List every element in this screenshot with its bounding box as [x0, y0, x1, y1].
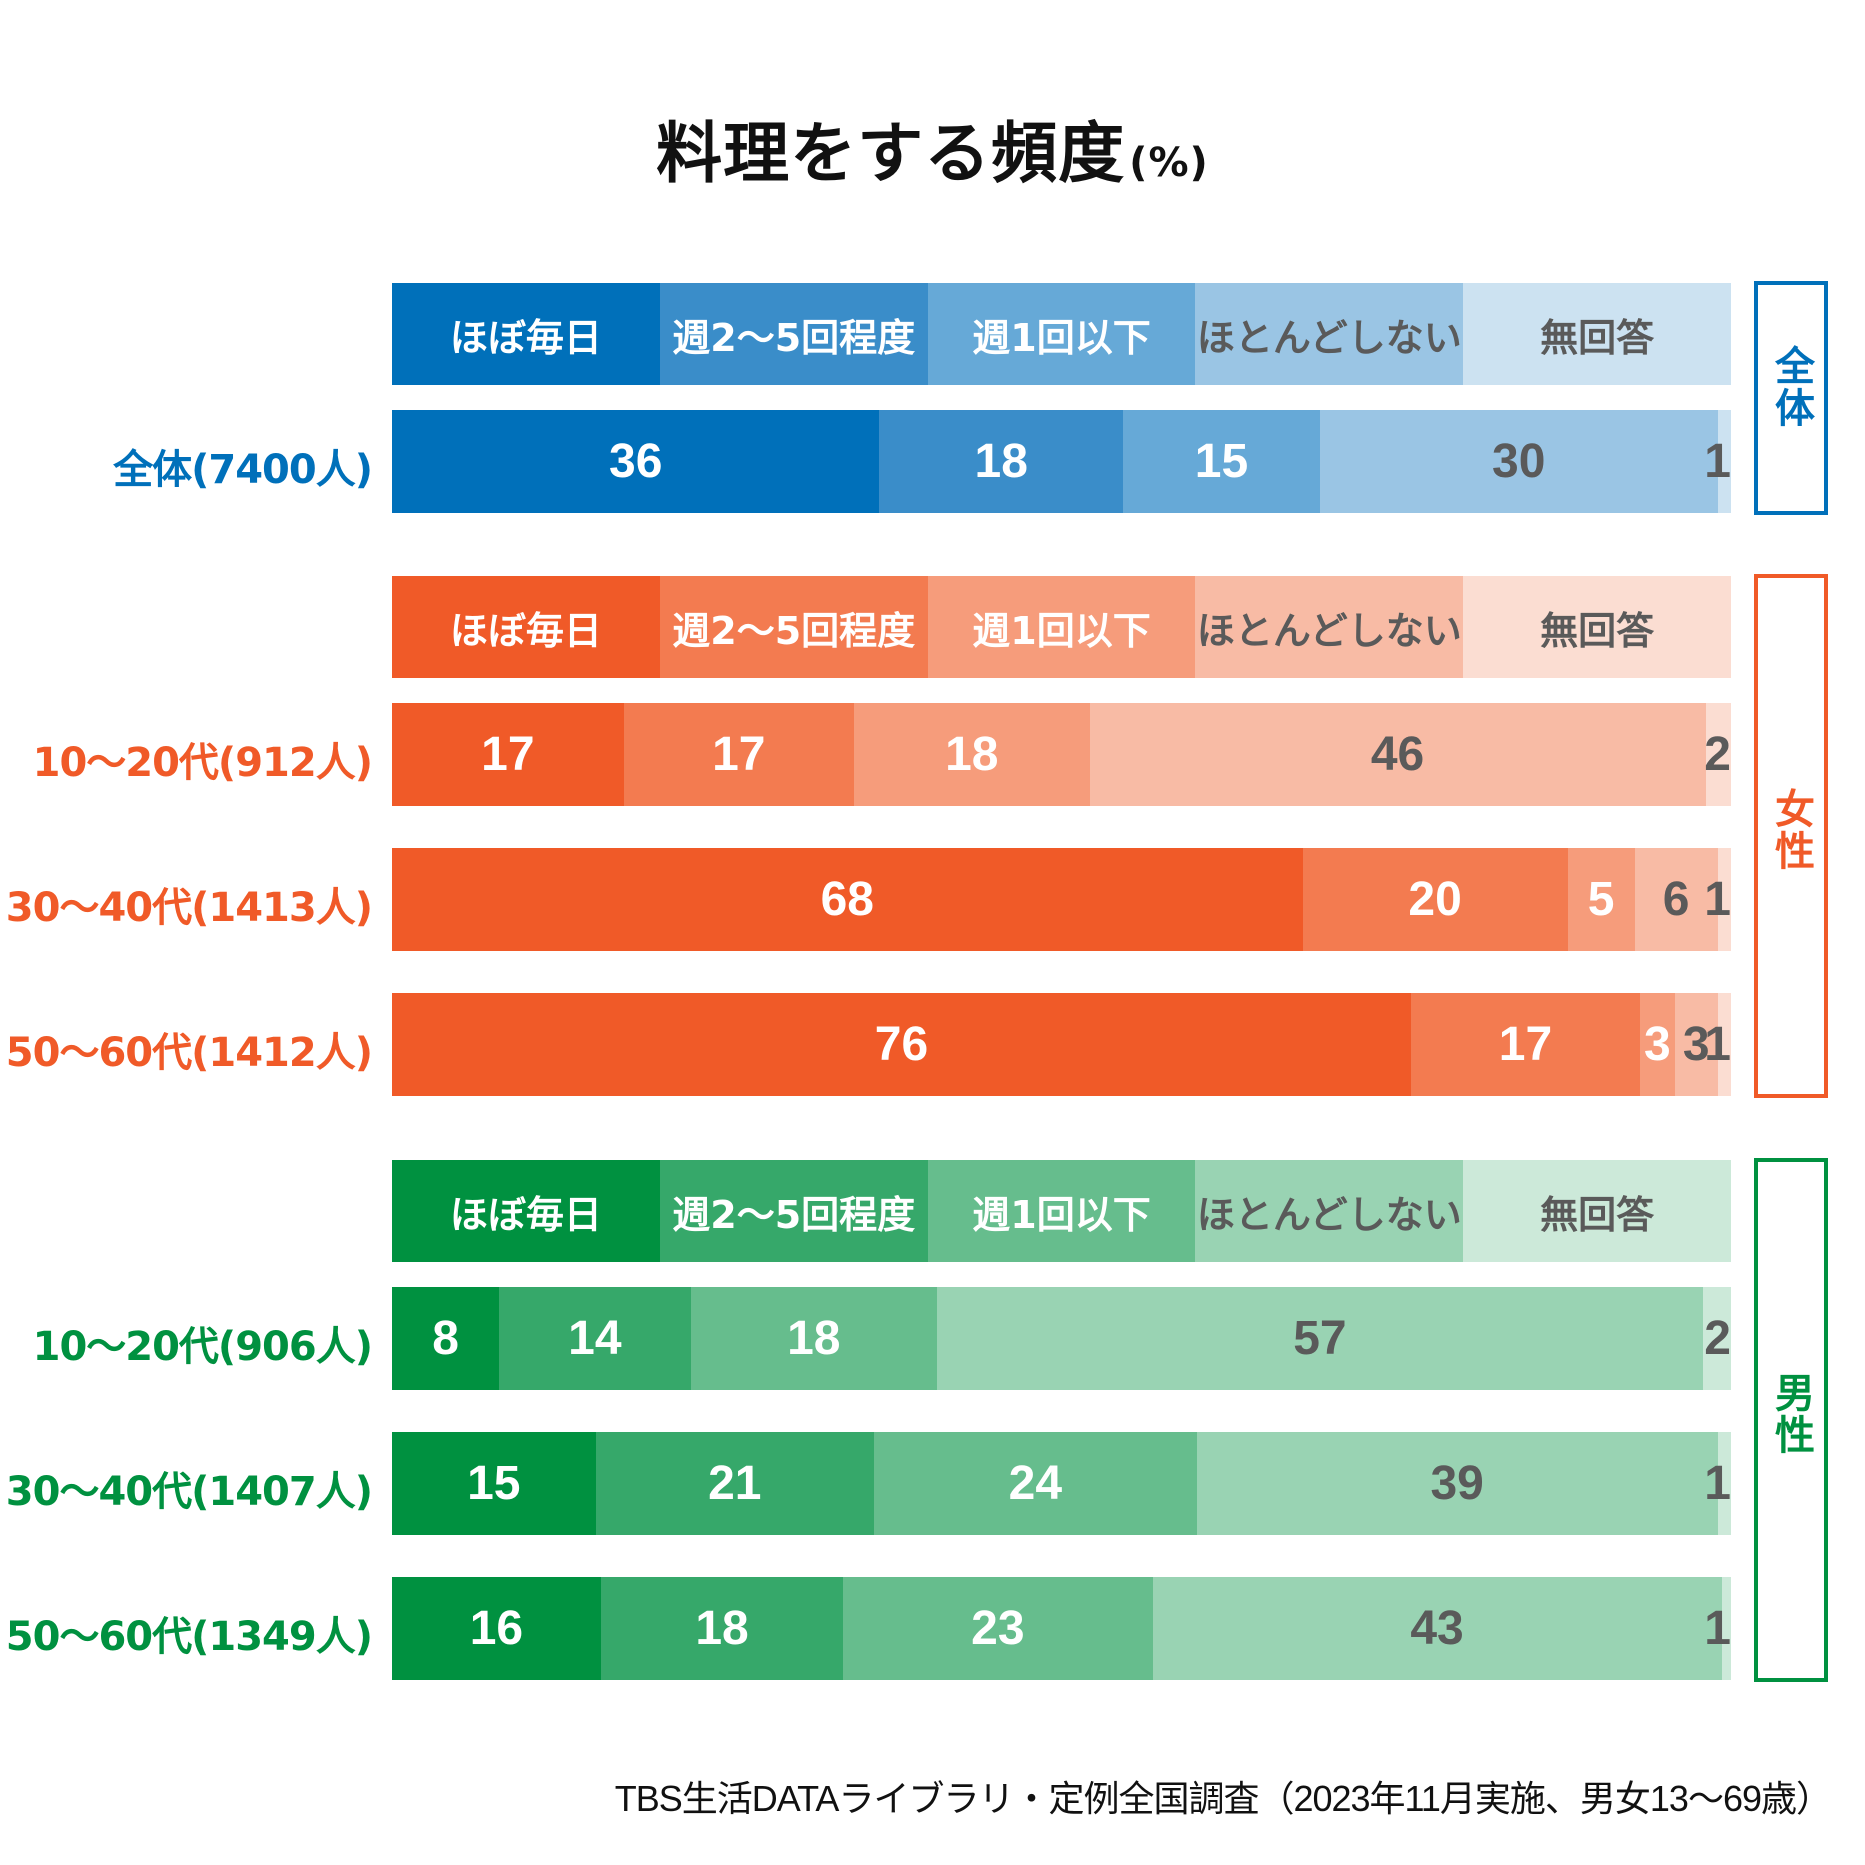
legend-male: ほぼ毎日 週2〜5回程度 週1回以下 ほとんどしない 無回答	[392, 1160, 1731, 1262]
bar-row: 17 17 18 46 2	[392, 703, 1731, 806]
bar-segment: 17	[392, 703, 624, 806]
bar-segment: 2	[1704, 703, 1731, 806]
bar-segment: 15	[1123, 410, 1320, 513]
bar-segment: 18	[690, 1287, 937, 1390]
bar-segment: 14	[499, 1287, 691, 1390]
row-label: 全体(7400人)	[113, 447, 373, 493]
bar-segment: 1	[1704, 1432, 1731, 1535]
legend-item: 無回答	[1463, 1160, 1731, 1262]
legend-item: 週1回以下	[927, 1160, 1196, 1262]
row-label: 50〜60代(1349人)	[5, 1614, 373, 1660]
group-box-all: 全体	[1754, 281, 1828, 515]
group-label: 男性	[1768, 1372, 1814, 1456]
bar-segment: 23	[843, 1577, 1153, 1680]
bar-segment: 1	[1704, 993, 1731, 1096]
group-box-male: 男性	[1754, 1158, 1828, 1682]
bar-segment: 18	[853, 703, 1090, 806]
group-box-female: 女性	[1754, 574, 1828, 1098]
legend-female: ほぼ毎日 週2〜5回程度 週1回以下 ほとんどしない 無回答	[392, 576, 1731, 678]
bar-row: 15 21 24 39 1	[392, 1432, 1731, 1535]
bar-segment: 20	[1302, 848, 1568, 951]
legend-item: 週1回以下	[927, 576, 1196, 678]
bar-segment: 1	[1704, 410, 1731, 513]
bar-segment: 3	[1674, 993, 1718, 1096]
bar-row: 16 18 23 43 1	[392, 1577, 1731, 1680]
bar-row: 8 14 18 57 2	[392, 1287, 1731, 1390]
bar-segment: 1	[1704, 848, 1731, 951]
bar-segment: 57	[936, 1287, 1703, 1390]
legend-item: 無回答	[1463, 283, 1731, 385]
bar-segment: 39	[1196, 1432, 1718, 1535]
bar-row: 36 18 15 30 1	[392, 410, 1731, 513]
bar-segment: 2	[1702, 1287, 1731, 1390]
bar-segment: 30	[1319, 410, 1718, 513]
source-note: TBS生活DATAライブラリ・定例全国調査（2023年11月実施、男女13〜69…	[614, 1778, 1832, 1819]
legend-item: 無回答	[1463, 576, 1731, 678]
bar-segment: 8	[392, 1287, 500, 1390]
bar-segment: 6	[1634, 848, 1718, 951]
bar-segment: 68	[392, 848, 1303, 951]
row-label: 10〜20代(906人)	[32, 1324, 373, 1370]
bar-segment: 18	[600, 1577, 844, 1680]
chart-title-text: 料理をする頻度	[656, 115, 1126, 192]
bar-row: 68 20 5 6 1	[392, 848, 1731, 951]
legend-item: 週2〜5回程度	[659, 283, 928, 385]
legend-item: ほぼ毎日	[392, 1160, 660, 1262]
bar-segment: 76	[392, 993, 1411, 1096]
bar-row: 76 17 3 3 1	[392, 993, 1731, 1096]
legend-item: ほとんどしない	[1195, 1160, 1464, 1262]
row-label: 10〜20代(912人)	[32, 740, 373, 786]
bar-segment: 36	[392, 410, 880, 513]
row-label: 30〜40代(1413人)	[5, 885, 373, 931]
legend-all: ほぼ毎日 週2〜5回程度 週1回以下 ほとんどしない 無回答	[392, 283, 1731, 385]
legend-item: ほぼ毎日	[392, 576, 660, 678]
bar-segment: 18	[879, 410, 1124, 513]
legend-item: 週1回以下	[927, 283, 1196, 385]
group-label: 女性	[1768, 788, 1814, 872]
chart-title: 料理をする頻度 (%)	[0, 100, 1865, 196]
bar-segment: 21	[595, 1432, 875, 1535]
bar-segment: 24	[874, 1432, 1197, 1535]
bar-segment: 17	[623, 703, 854, 806]
bar-segment: 5	[1567, 848, 1635, 951]
bar-segment: 15	[392, 1432, 596, 1535]
legend-item: ほぼ毎日	[392, 283, 660, 385]
group-label: 全体	[1768, 345, 1814, 429]
row-label: 50〜60代(1412人)	[5, 1030, 373, 1076]
bar-segment: 46	[1089, 703, 1706, 806]
legend-item: 週2〜5回程度	[659, 576, 928, 678]
chart-title-unit: (%)	[1129, 140, 1209, 186]
row-label: 30〜40代(1407人)	[5, 1469, 373, 1515]
bar-segment: 3	[1639, 993, 1675, 1096]
bar-segment: 1	[1704, 1577, 1731, 1680]
bar-segment: 16	[392, 1577, 601, 1680]
legend-item: ほとんどしない	[1195, 283, 1464, 385]
bar-segment: 43	[1152, 1577, 1722, 1680]
bar-segment: 17	[1410, 993, 1640, 1096]
legend-item: 週2〜5回程度	[659, 1160, 928, 1262]
legend-item: ほとんどしない	[1195, 576, 1464, 678]
